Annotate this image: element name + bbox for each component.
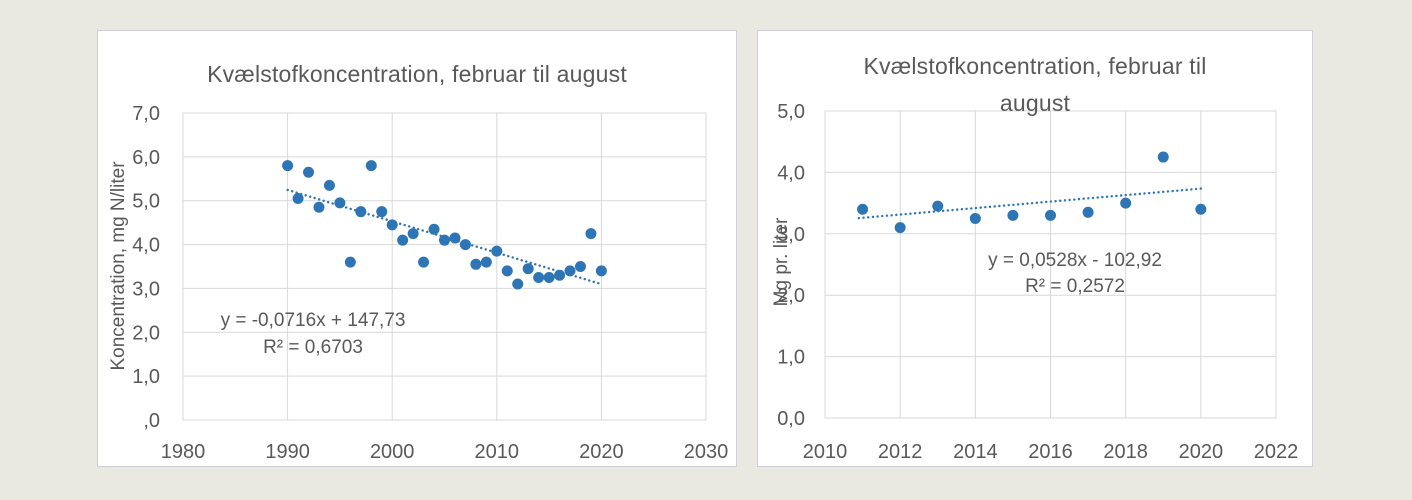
y-axis-title-left: Koncentration, mg N/liter	[108, 161, 129, 371]
y-tick-label: 1,0	[777, 347, 805, 369]
x-tick-label: 2022	[1254, 441, 1299, 463]
data-point	[512, 278, 524, 290]
data-point	[459, 239, 471, 251]
plot-border	[824, 110, 1277, 419]
y-tick-label: 6,0	[132, 147, 160, 169]
data-point	[543, 271, 555, 283]
data-point	[323, 179, 335, 191]
trendline-equation: y = -0,0716x + 147,73	[220, 310, 406, 331]
y-tick-label: 5,0	[132, 191, 160, 213]
data-point	[595, 265, 607, 277]
y-tick-label: 3,0	[777, 224, 805, 246]
data-point	[857, 203, 869, 215]
y-tick-label: 3,0	[132, 278, 160, 300]
plot-border	[182, 112, 707, 421]
trendline-r2: R² = 0,2572	[1025, 276, 1125, 297]
data-point	[355, 206, 367, 218]
data-point	[480, 256, 492, 268]
y-axis-title-right: Mg pr. liter	[771, 217, 792, 307]
y-tick-label: 7,0	[132, 103, 160, 125]
trendline-r2: R² = 0,6703	[263, 337, 363, 358]
data-point	[533, 271, 545, 283]
y-tick-label: 0,0	[777, 408, 805, 430]
data-point	[969, 212, 981, 224]
trendline-equation: y = 0,0528x - 102,92	[988, 250, 1162, 271]
data-point	[1007, 209, 1019, 221]
x-tick-label: 2010	[475, 441, 520, 463]
y-tick-label: 2,0	[132, 322, 160, 344]
data-point	[501, 265, 513, 277]
data-point	[303, 166, 315, 178]
data-point	[1082, 206, 1094, 218]
y-tick-label: 5,0	[777, 101, 805, 123]
data-point	[407, 228, 419, 240]
chart-title-line: august	[999, 90, 1071, 116]
y-tick-label: 4,0	[777, 162, 805, 184]
data-point	[386, 219, 398, 231]
y-tick-label: ,0	[143, 410, 160, 432]
data-point	[470, 258, 482, 270]
chart-title-line: Kvælstofkoncentration, februar til augus…	[207, 61, 627, 87]
chart-card-right[interactable]: 0,0 1,0 2,0 3,0 4,0 5,0 2010 2012 2014 2016 2018 20…	[757, 30, 1313, 467]
data-point	[564, 265, 576, 277]
data-point	[428, 223, 440, 235]
x-tick-label: 2000	[370, 441, 415, 463]
scatter-plot-left: ,0 1,0 2,0 3,0 4,0 5,0 6,0 7,0 1980 1990 2000 2010 2…	[132, 103, 729, 463]
trendline-label-right: y = 0,0528x - 102,92 R² = 0,2572	[988, 248, 1162, 300]
chart-title-line: Kvælstofkoncentration, februar til	[863, 53, 1207, 79]
scatter-plot-right: 0,0 1,0 2,0 3,0 4,0 5,0 2010 2012 2014 2016 2018 20…	[777, 101, 1299, 463]
data-point	[282, 160, 294, 172]
data-point	[418, 256, 430, 268]
data-point	[585, 228, 597, 240]
x-tick-label: 2020	[1179, 441, 1224, 463]
data-point	[894, 222, 906, 234]
chart-card-left[interactable]: ,0 1,0 2,0 3,0 4,0 5,0 6,0 7,0 1980 1990 2000 2010 2…	[97, 30, 737, 467]
x-tick-label: 1980	[161, 441, 206, 463]
data-point	[554, 269, 566, 281]
x-tick-label: 2030	[684, 441, 729, 463]
y-tick-label: 4,0	[132, 235, 160, 257]
data-point	[1195, 203, 1207, 215]
data-point	[397, 234, 409, 246]
x-tick-label: 2012	[878, 441, 923, 463]
data-point	[334, 197, 346, 209]
data-point	[1120, 197, 1132, 209]
x-tick-label: 2018	[1103, 441, 1148, 463]
chart-title-right: Kvælstofkoncentration, februar til augus…	[758, 48, 1312, 122]
x-tick-label: 2020	[579, 441, 624, 463]
data-point	[932, 200, 944, 212]
data-point	[1157, 151, 1169, 163]
trendline-label-left: y = -0,0716x + 147,73 R² = 0,6703	[221, 307, 406, 361]
data-point	[1045, 209, 1056, 221]
chart-title-left: Kvælstofkoncentration, februar til augus…	[98, 59, 736, 89]
data-point	[439, 234, 450, 246]
data-point	[292, 193, 304, 205]
x-tick-label: 2014	[953, 441, 998, 463]
data-point	[313, 201, 325, 213]
x-tick-label: 1990	[265, 441, 310, 463]
trendline	[857, 187, 1206, 220]
data-point	[522, 263, 534, 275]
y-tick-label: 1,0	[132, 366, 160, 388]
data-point	[344, 256, 356, 268]
x-tick-label: 2016	[1028, 441, 1073, 463]
data-point	[376, 206, 388, 218]
y-tick-label: 2,0	[777, 285, 805, 307]
data-point	[365, 160, 377, 172]
data-point	[491, 245, 503, 257]
data-point	[574, 261, 586, 272]
data-point	[449, 232, 461, 244]
x-tick-label: 2010	[803, 441, 848, 463]
